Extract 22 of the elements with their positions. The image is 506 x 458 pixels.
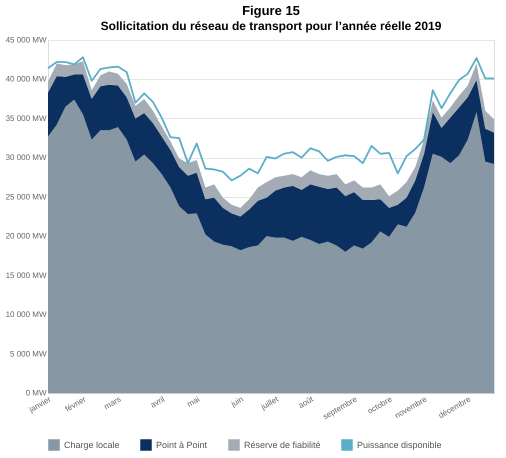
line-series [47,56,495,182]
y-tick-label: 25 000 MW [6,192,47,202]
x-tick-label: avril [148,394,166,410]
legend-label: Point à Point [156,440,208,450]
x-tick-label: juin [228,394,245,410]
x-tick-label: mai [186,394,202,409]
y-tick-label: 15 000 MW [6,270,47,280]
legend-label: Réserve de fiabilité [244,440,321,450]
x-tick-label: août [296,394,316,410]
y-tick-label: 20 000 MW [6,232,47,241]
y-tick-label: 0 MW [26,388,47,398]
x-tick-label: mars [102,394,122,412]
y-tick-label: 10 000 MW [6,310,47,320]
y-tick-label: 35 000 MW [6,114,47,123]
legend-label: Charge locale [64,440,120,450]
chart-title: Figure 15 [242,3,300,18]
y-tick-label: 45 000 MW [6,36,47,44]
y-tick-label: 40 000 MW [6,74,47,84]
legend-label: Puissance disponible [357,440,442,450]
chart-subtitle: Sollicitation du réseau de transport pour l’année réelle 2019 [100,19,442,33]
y-tick-label: 5 000 MW [10,349,47,358]
y-tick-label: 30 000 MW [6,153,47,162]
